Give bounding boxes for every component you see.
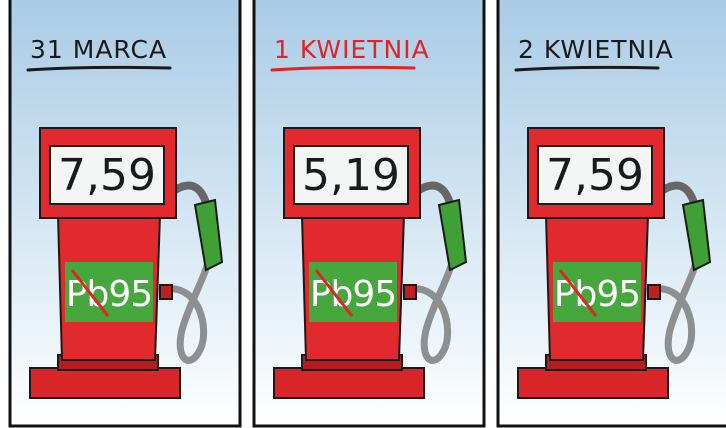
pump-side: [404, 285, 416, 299]
price: 7,59: [58, 150, 156, 201]
pump-base: [274, 368, 424, 398]
pump-base: [30, 368, 180, 398]
panel-date: 2 KWIETNIA: [518, 35, 674, 64]
pump-base: [518, 368, 668, 398]
price: 5,19: [302, 150, 400, 201]
pump-side: [648, 285, 660, 299]
comic-strip: 31 MARCA7,59Pb951 KWIETNIA5,19Pb952 KWIE…: [0, 0, 726, 428]
price: 7,59: [546, 150, 644, 201]
panel-date: 31 MARCA: [30, 35, 167, 64]
panel-date: 1 KWIETNIA: [274, 35, 430, 64]
pump-side: [160, 285, 172, 299]
